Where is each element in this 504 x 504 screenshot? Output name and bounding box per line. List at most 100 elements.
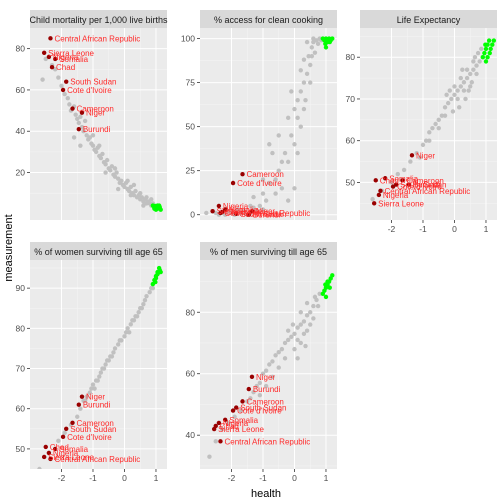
background-point: [232, 414, 237, 419]
background-point: [204, 210, 209, 216]
background-point: [474, 63, 479, 68]
facet-strip: [200, 242, 337, 260]
background-point: [103, 362, 108, 367]
background-point: [248, 396, 253, 401]
country-label: Sierra Leone: [217, 207, 263, 216]
y-tick-label: 75: [186, 78, 196, 88]
y-tick-label: 80: [16, 44, 26, 54]
background-point: [73, 112, 78, 117]
x-tick-label: -1: [89, 473, 97, 483]
country-label: Burundi: [253, 385, 281, 394]
background-point: [279, 346, 285, 352]
country-label: South Sudan: [240, 210, 286, 219]
country-label: Chad: [226, 208, 245, 217]
country-label: Chad: [56, 63, 75, 72]
background-point: [147, 289, 152, 295]
low-point: [64, 79, 69, 84]
background-point: [101, 366, 107, 371]
country-label: Cameroon: [77, 419, 114, 428]
background-point: [408, 159, 413, 164]
background-point: [78, 143, 83, 148]
background-point: [312, 294, 318, 300]
background-point: [455, 96, 460, 102]
background-point: [285, 198, 291, 203]
background-point: [43, 56, 48, 62]
background-point: [285, 115, 291, 121]
background-point: [464, 67, 470, 72]
background-point: [427, 138, 432, 143]
background-point: [75, 116, 80, 122]
points-layer: [370, 38, 497, 206]
background-point: [308, 310, 313, 315]
country-label: Nigeria: [223, 419, 249, 428]
y-tick-label: 100: [181, 34, 195, 44]
background-point: [144, 293, 149, 299]
background-point: [109, 164, 115, 169]
background-point: [464, 75, 470, 81]
background-point: [98, 155, 104, 161]
background-point: [90, 133, 96, 138]
background-point: [452, 92, 457, 97]
country-label: Somalia: [229, 416, 258, 425]
high-point: [483, 46, 489, 52]
background-point: [450, 109, 456, 114]
y-tick-label: 50: [346, 177, 356, 187]
background-point: [298, 124, 303, 129]
background-point: [97, 143, 102, 148]
background-point: [285, 159, 291, 165]
country-label: Somalia: [59, 55, 88, 64]
panel-background: [30, 28, 167, 220]
high-point: [323, 45, 329, 50]
high-point: [153, 203, 158, 209]
low-point: [373, 178, 378, 183]
low-point: [64, 426, 69, 432]
background-point: [304, 71, 310, 76]
background-point: [273, 191, 278, 196]
background-point: [92, 386, 97, 391]
background-point: [427, 130, 432, 135]
background-point: [131, 182, 137, 188]
background-point: [260, 207, 266, 212]
low-point: [234, 211, 239, 217]
background-point: [309, 53, 315, 59]
background-point: [289, 334, 294, 340]
background-point: [56, 438, 61, 444]
x-tick-label: 0: [292, 473, 297, 483]
country-label: Sierra Leone: [218, 425, 264, 434]
country-label: Niger: [86, 393, 105, 402]
background-point: [115, 342, 121, 347]
high-point: [153, 275, 159, 281]
background-point: [279, 186, 285, 191]
x-tick-label: -2: [58, 473, 66, 483]
background-point: [123, 330, 129, 335]
country-label: Somalia: [59, 445, 88, 454]
x-tick-label: -1: [259, 473, 267, 483]
country-label: Burundi: [83, 125, 111, 134]
background-point: [301, 57, 307, 62]
high-point: [323, 282, 328, 287]
country-label: Somalia: [389, 174, 418, 183]
background-point: [117, 338, 122, 343]
background-point: [273, 353, 278, 358]
country-label: Central African Republic: [54, 34, 140, 43]
low-point: [70, 106, 75, 111]
country-label: Central African Republic: [384, 187, 470, 196]
background-point: [219, 426, 225, 432]
background-point: [317, 291, 322, 297]
background-point: [112, 166, 118, 171]
y-tick-label: 60: [346, 136, 356, 146]
low-point: [52, 446, 58, 452]
background-point: [93, 149, 99, 155]
low-point: [216, 203, 222, 209]
background-point: [65, 95, 70, 101]
background-point: [282, 340, 288, 346]
background-point: [295, 325, 300, 330]
background-point: [111, 350, 116, 355]
background-point: [468, 71, 473, 77]
background-point: [87, 390, 93, 395]
background-point: [59, 83, 64, 89]
x-tick-label: 0: [122, 473, 127, 483]
background-point: [433, 121, 438, 127]
background-point: [304, 328, 310, 333]
